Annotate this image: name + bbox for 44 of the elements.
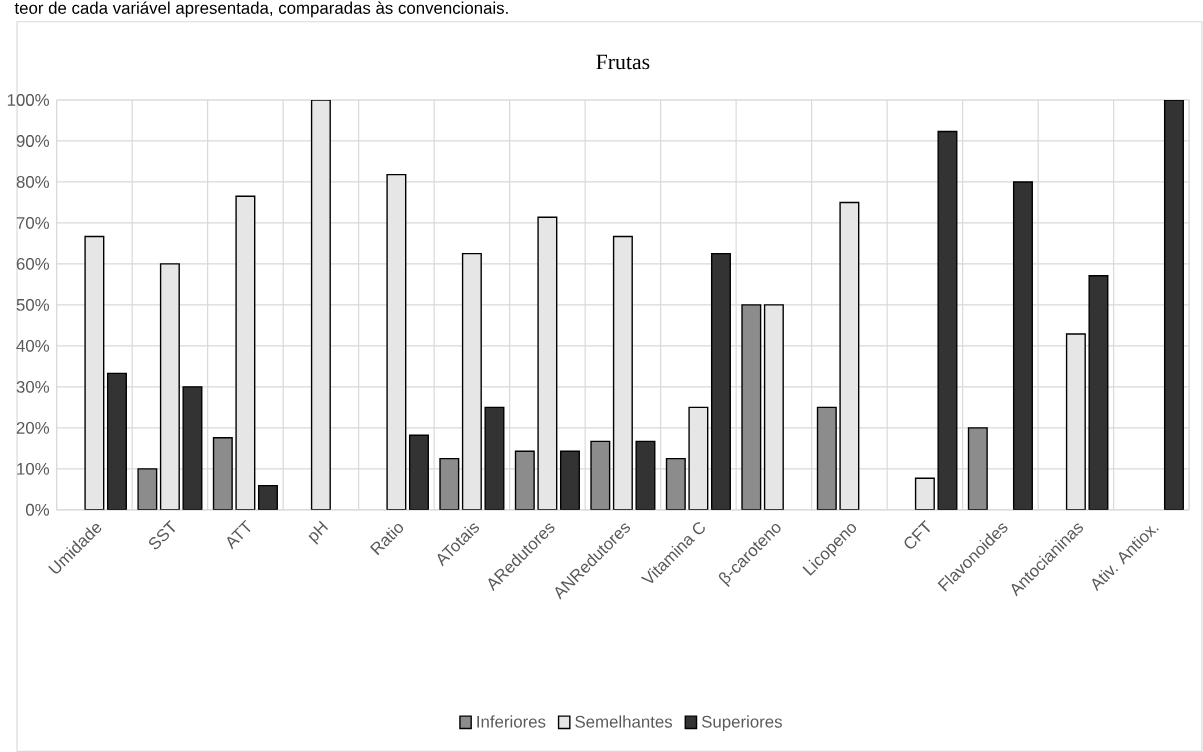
y-tick-label: 80% (16, 175, 50, 188)
y-tick-label: 90% (16, 134, 50, 147)
y-tick-label: 70% (16, 216, 50, 229)
bar (688, 406, 709, 510)
bar (159, 263, 180, 510)
y-tick-label: 30% (16, 380, 50, 393)
bar (257, 484, 278, 510)
bar (1088, 274, 1109, 510)
bar (537, 216, 558, 510)
bar (559, 450, 580, 510)
legend-label: Inferiores (477, 715, 546, 728)
bar (461, 252, 482, 510)
bar (914, 477, 935, 510)
y-tick-label: 0% (25, 503, 50, 516)
text: teor de cada variável apresentada, comparadas às convencionais. (14, 1, 508, 18)
bar (408, 434, 429, 510)
y-tick-label: 20% (16, 421, 50, 434)
bar (741, 304, 762, 510)
bar (386, 173, 407, 510)
bar (484, 406, 505, 510)
bar (310, 99, 331, 510)
bar (1012, 181, 1033, 510)
bar (763, 304, 784, 510)
bar (710, 252, 731, 510)
bar (1065, 333, 1086, 510)
y-tick-label: 100% (7, 93, 50, 106)
bar (937, 130, 958, 510)
bar (212, 436, 233, 510)
y-tick-label: 60% (16, 257, 50, 270)
chart-title: Frutas (596, 54, 650, 70)
bar (182, 385, 203, 510)
x-tick-label: pH (308, 520, 329, 545)
bar (1163, 99, 1184, 510)
bar (84, 235, 105, 510)
y-tick-label: 10% (17, 462, 50, 475)
bar (106, 372, 127, 510)
legend-label: Semelhantes (575, 715, 673, 728)
legend-label: Superiores (701, 715, 782, 731)
bar (235, 195, 256, 510)
bar (839, 201, 860, 510)
bar (612, 235, 633, 510)
y-tick-label: 50% (16, 298, 50, 311)
y-tick-label: 40% (16, 339, 50, 352)
bar (816, 406, 837, 510)
